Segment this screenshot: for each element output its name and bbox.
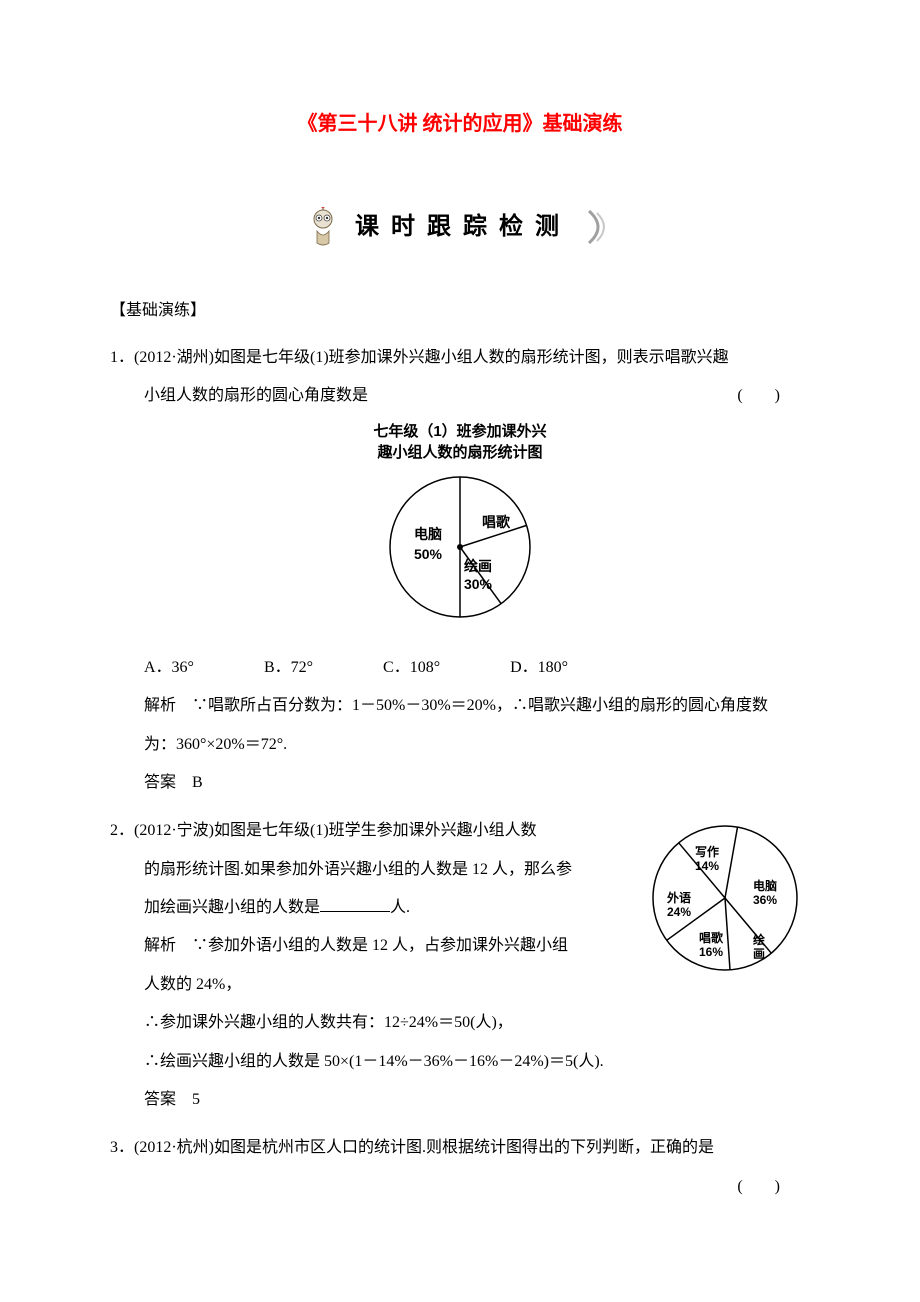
option-d: D．180° — [510, 649, 568, 687]
q2-pie-chart: 写作 14% 电脑 36% 绘 画 唱歌 16% 外语 24% — [640, 818, 810, 978]
q3-number: 3． — [110, 1139, 134, 1156]
option-b: B．72° — [264, 649, 313, 687]
q2-solution-d: ∴绘画兴趣小组的人数是 50×(1－14%－36%－16%－24%)＝5(人). — [110, 1043, 810, 1081]
svg-text:14%: 14% — [695, 859, 719, 873]
q2-stem-a: 如图是七年级(1)班学生参加课外兴趣小组人数 — [214, 822, 537, 839]
page-container: 《第三十八讲 统计的应用》基础演练 课时跟踪检测 — [0, 0, 920, 1238]
q1-solution-b: 为：360°×20%＝72°. — [110, 726, 810, 764]
svg-text:写作: 写作 — [695, 844, 719, 859]
q2-answer: 答案 5 — [110, 1081, 810, 1119]
slice-label: 唱歌 — [482, 514, 511, 530]
document-title: 《第三十八讲 统计的应用》基础演练 — [110, 100, 810, 148]
slice-label: 电脑 — [414, 526, 442, 542]
svg-text:16%: 16% — [699, 945, 723, 959]
q1-number: 1． — [110, 349, 134, 366]
question-2: 写作 14% 电脑 36% 绘 画 唱歌 16% 外语 24% 2．(2012·… — [110, 812, 810, 1119]
svg-text:唱歌: 唱歌 — [699, 930, 724, 945]
flourish-icon — [585, 207, 615, 247]
q2-stem-c-after: 人. — [390, 899, 410, 916]
q2-stem-c-before: 加绘画兴趣小组的人数是 — [144, 899, 320, 916]
q1-stem-b: 小组人数的扇形的圆心角度数是 — [144, 387, 368, 404]
svg-text:画: 画 — [753, 947, 765, 961]
q2-solution-c: ∴参加课外兴趣小组的人数共有：12÷24%＝50(人)， — [110, 1004, 810, 1042]
banner-text: 课时跟踪检测 — [355, 198, 571, 256]
svg-text:外语: 外语 — [667, 890, 691, 905]
q1-paren: ( ) — [737, 377, 810, 415]
q1-source: (2012·湖州) — [134, 349, 214, 366]
slice-pct: 30% — [464, 576, 493, 592]
q1-stem-a: 如图是七年级(1)班参加课外兴趣小组人数的扇形统计图，则表示唱歌兴趣 — [214, 349, 729, 366]
question-1: 1．(2012·湖州)如图是七年级(1)班参加课外兴趣小组人数的扇形统计图，则表… — [110, 339, 810, 803]
svg-text:绘: 绘 — [753, 932, 765, 947]
q1-pie-chart: 电脑 50% 唱歌 绘画 30% — [380, 467, 540, 627]
q1-solution-a: 解析 ∵唱歌所占百分数为：1－50%－30%＝20%，∴唱歌兴趣小组的扇形的圆心… — [110, 687, 810, 725]
q1-chart-title: 七年级（1）班参加课外兴 趣小组人数的扇形统计图 — [110, 421, 810, 463]
q1-figure: 七年级（1）班参加课外兴 趣小组人数的扇形统计图 电脑 50% — [110, 421, 810, 642]
svg-text:24%: 24% — [667, 905, 691, 919]
q2-source: (2012·宁波) — [134, 822, 214, 839]
question-3: 3．(2012·杭州)如图是杭州市区人口的统计图.则根据统计图得出的下列判断，正… — [110, 1129, 810, 1167]
fill-blank — [320, 895, 390, 912]
q1-answer: 答案 B — [110, 764, 810, 802]
q2-figure: 写作 14% 电脑 36% 绘 画 唱歌 16% 外语 24% — [640, 818, 810, 993]
svg-text:36%: 36% — [753, 893, 777, 907]
q3-source: (2012·杭州) — [134, 1139, 214, 1156]
slice-pct: 50% — [414, 546, 443, 562]
svg-text:电脑: 电脑 — [753, 878, 777, 893]
q3-paren: ( ) — [737, 1168, 810, 1206]
mascot-icon — [305, 207, 341, 247]
q3-stem: 如图是杭州市区人口的统计图.则根据统计图得出的下列判断，正确的是 — [214, 1139, 714, 1156]
slice-label: 绘画 — [464, 558, 492, 574]
section-banner: 课时跟踪检测 — [110, 198, 810, 262]
q2-number: 2． — [110, 822, 134, 839]
option-c: C．108° — [383, 649, 440, 687]
option-a: A．36° — [144, 649, 194, 687]
q1-options: A．36° B．72° C．108° D．180° — [110, 649, 810, 687]
section-label: 【基础演练】 — [110, 292, 810, 330]
